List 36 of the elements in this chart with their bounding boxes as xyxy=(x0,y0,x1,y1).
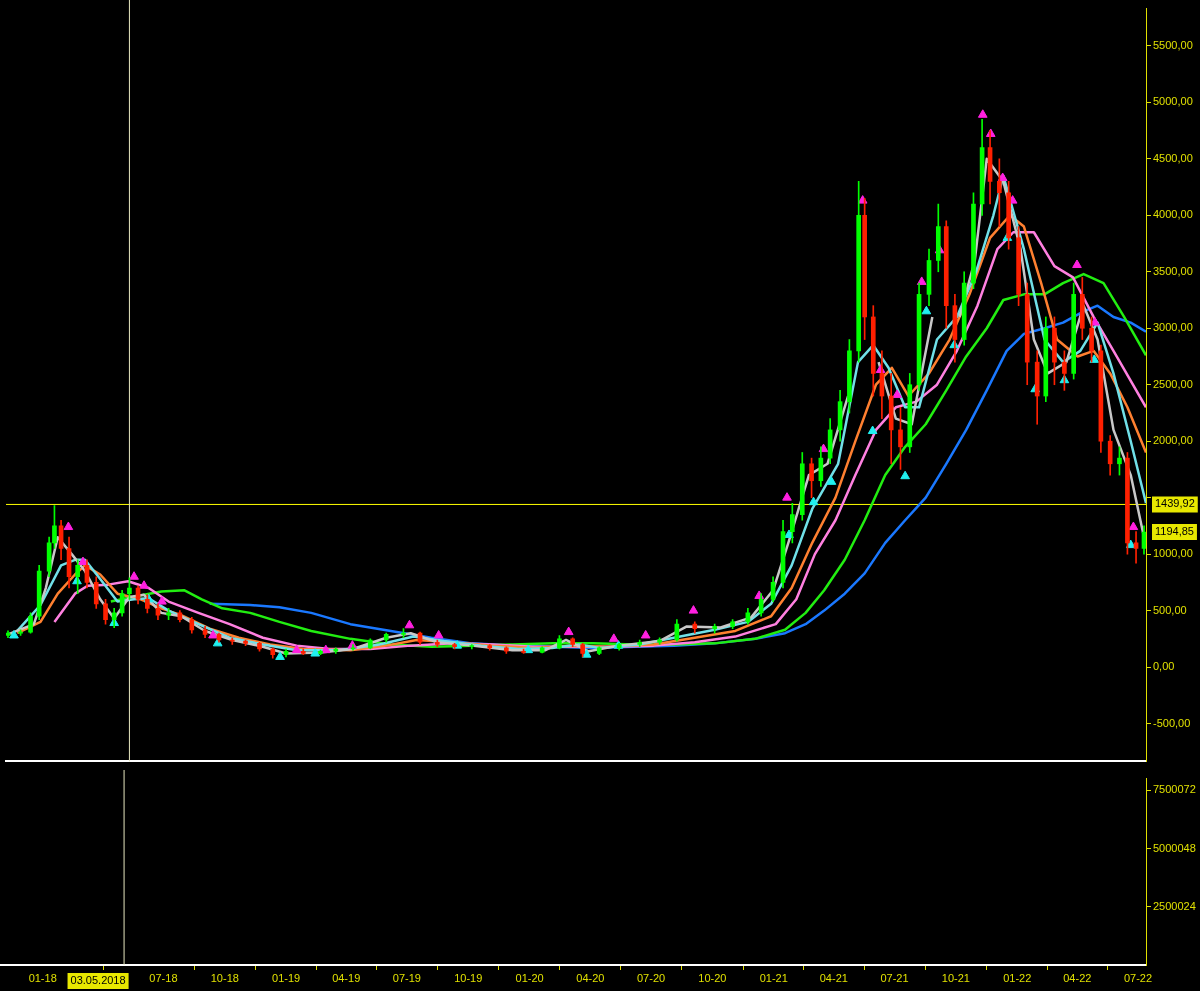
y-tick-label: 4500,00 xyxy=(1153,151,1193,164)
y-tick-label: 7500072 xyxy=(1153,783,1196,796)
annotation: 1194,85 xyxy=(1155,525,1194,538)
x-tick-label: 07-21 xyxy=(880,971,909,984)
ref-line-label: 1439,92 xyxy=(1155,497,1195,510)
y-tick-label: -500,00 xyxy=(1153,716,1191,729)
x-tick-label: 04-19 xyxy=(332,971,361,984)
y-tick-label: 2500024 xyxy=(1153,899,1196,912)
y-tick-label: 0,00 xyxy=(1153,660,1175,673)
y-tick-label: 4000,00 xyxy=(1153,208,1193,221)
x-tick-label: 07-22 xyxy=(1123,971,1153,984)
y-tick-label: 5500,00 xyxy=(1153,38,1193,51)
x-tick-label: 07-18 xyxy=(149,971,178,984)
y-tick-label: 3000,00 xyxy=(1153,321,1193,334)
x-tick-label: 07-20 xyxy=(636,971,666,984)
x-tick-label: 10-19 xyxy=(454,971,483,984)
y-tick-label: 2000,00 xyxy=(1153,434,1193,447)
x-tick-label: 01-21 xyxy=(759,971,788,984)
x-tick-label: 04-22 xyxy=(1063,971,1092,984)
x-tick-label: 01-20 xyxy=(515,971,544,984)
x-tick-label: 01-19 xyxy=(272,971,301,984)
x-tick-label: 10-18 xyxy=(210,971,239,984)
y-tick-label: 2500,00 xyxy=(1153,377,1193,390)
y-tick-label: 3500,00 xyxy=(1153,264,1193,277)
y-tick-label: 1000,00 xyxy=(1153,547,1193,560)
y-tick-label: 500,00 xyxy=(1153,603,1187,616)
x-tick-label: 07-19 xyxy=(392,971,421,984)
x-tick-label: 10-20 xyxy=(698,971,727,984)
x-tick-label: 01-18 xyxy=(28,971,57,984)
x-tick-label: 01-22 xyxy=(1003,971,1032,984)
y-tick-label: 5000,00 xyxy=(1153,95,1193,108)
ref-line-label: 03.05.2018 xyxy=(70,974,126,987)
x-tick-label: 10-21 xyxy=(941,971,970,984)
y-tick-label: 5000048 xyxy=(1153,841,1196,854)
x-tick-label: 04-20 xyxy=(576,971,605,984)
x-tick-label: 04-21 xyxy=(819,971,848,984)
